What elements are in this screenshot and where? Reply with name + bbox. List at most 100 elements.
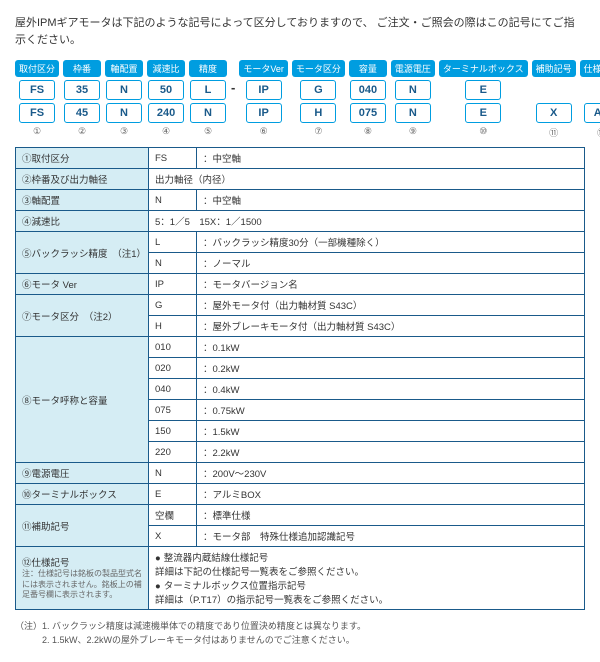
code-builder: 取付区分FSFS①枠番3545②軸配置NN③減速比50240④精度LN⑤-モータ… <box>15 60 585 139</box>
code-cell: N <box>395 80 431 100</box>
code-header: 減速比 <box>147 60 185 77</box>
code-index: ③ <box>120 126 128 137</box>
code-cell: 040 <box>350 80 386 100</box>
code-index: ① <box>33 126 41 137</box>
spec-desc: ：アルミBOX <box>197 484 585 505</box>
spec-code: N <box>149 190 197 211</box>
spec-code: 220 <box>149 442 197 463</box>
code-cell: E <box>465 103 501 123</box>
spec-code: E <box>149 484 197 505</box>
code-cell: FS <box>19 80 55 100</box>
spec-code: 150 <box>149 421 197 442</box>
code-header: 軸配置 <box>105 60 143 77</box>
spec-desc: ：0.2kW <box>197 358 585 379</box>
spec-desc: ：バックラッシ精度30分（一部機種除く） <box>197 232 585 253</box>
code-header: 補助記号 <box>532 60 576 77</box>
code-index: ⑦ <box>314 126 322 137</box>
spec-table: ①取付区分FS：中空軸②枠番及び出力軸径出力軸径（内径）③軸配置N：中空軸④減速… <box>15 147 585 610</box>
code-cell: G <box>300 80 336 100</box>
code-cell: FS <box>19 103 55 123</box>
code-header: 精度 <box>189 60 227 77</box>
spec-code: N <box>149 253 197 274</box>
spec-label: ④減速比 <box>16 211 149 232</box>
code-cell: E <box>465 80 501 100</box>
bullet-item: 整流器内蔵結線仕様記号 詳細は下記の仕様記号一覧表をご参照ください。 <box>155 550 578 578</box>
spec-desc: ：モータバージョン名 <box>197 274 585 295</box>
code-header: ターミナルボックス <box>439 60 528 77</box>
code-column: 容量 040 075 ⑧ <box>349 60 387 137</box>
code-index: ⑧ <box>364 126 372 137</box>
code-column: 補助記号 X ⑪ <box>532 60 576 139</box>
code-cell: N <box>106 80 142 100</box>
spec-desc: ：ノーマル <box>197 253 585 274</box>
code-column: 軸配置 NN ③ <box>105 60 143 137</box>
spec-label: ⑥モータ Ver <box>16 274 149 295</box>
spec-label: ⑦モータ区分 （注2） <box>16 295 149 337</box>
code-column: 精度 LN ⑤ <box>189 60 227 137</box>
code-column: ターミナルボックス EE ⑩ <box>439 60 528 137</box>
code-cell: L <box>190 80 226 100</box>
spec-desc: ：0.1kW <box>197 337 585 358</box>
spec-desc: ：0.4kW <box>197 379 585 400</box>
code-column: 仕様記号 AA⑫ <box>580 60 600 139</box>
code-index: ④ <box>162 126 170 137</box>
spec-desc: ：0.75kW <box>197 400 585 421</box>
spec-code: FS <box>149 148 197 169</box>
code-index: ⑪ <box>549 126 558 139</box>
code-index: ⑩ <box>479 126 487 137</box>
spec-code: X <box>149 526 197 547</box>
spec-code: 010 <box>149 337 197 358</box>
spec-desc: ：屋外ブレーキモータ付（出力軸材質 S43C） <box>197 316 585 337</box>
code-cell: N <box>190 103 226 123</box>
spec-code: G <box>149 295 197 316</box>
bullet-item: ターミナルボックス位置指示記号 詳細は（P.T17）の指示記号一覧表をご参照くだ… <box>155 578 578 606</box>
spec-code: IP <box>149 274 197 295</box>
spec-desc: ：中空軸 <box>197 148 585 169</box>
spec-desc: ：モータ部 特殊仕様追加認識記号 <box>197 526 585 547</box>
spec-desc: ：1.5kW <box>197 421 585 442</box>
spec-label: ⑩ターミナルボックス <box>16 484 149 505</box>
spec-code: H <box>149 316 197 337</box>
code-cell: X <box>536 103 572 123</box>
spec-code: 020 <box>149 358 197 379</box>
code-index: ⑨ <box>409 126 417 137</box>
code-header: 枠番 <box>63 60 101 77</box>
spec-label: ⑪補助記号 <box>16 505 149 547</box>
spec-desc: ：200V～230V <box>197 463 585 484</box>
spec-label: ⑧モータ呼称と容量 <box>16 337 149 463</box>
code-column: 減速比 50 240 ④ <box>147 60 185 137</box>
code-index: ⑤ <box>204 126 212 137</box>
code-header: 取付区分 <box>15 60 59 77</box>
code-header: 容量 <box>349 60 387 77</box>
spec-desc: ：標準仕様 <box>197 505 585 526</box>
code-cell: H <box>300 103 336 123</box>
spec-desc: 出力軸径（内径） <box>149 169 585 190</box>
footnotes: （注）1. バックラッシ精度は減速機単体での精度であり位置決め精度とは異なります… <box>15 620 585 647</box>
code-cell: N <box>106 103 142 123</box>
footnote-line: 2. 1.5kW、2.2kWの屋外ブレーキモータ付はありませんのでご注意ください… <box>15 634 585 648</box>
spec-code: 空欄 <box>149 505 197 526</box>
footnote-line: （注）1. バックラッシ精度は減速機単体での精度であり位置決め精度とは異なります… <box>15 620 585 634</box>
spec-label: ②枠番及び出力軸径 <box>16 169 149 190</box>
spec-desc: 5：1／5 15X：1／1500 <box>149 211 585 232</box>
spec-label: ①取付区分 <box>16 148 149 169</box>
code-header: 仕様記号 <box>580 60 600 77</box>
spec-desc: ：中空軸 <box>197 190 585 211</box>
code-cell: 075 <box>350 103 386 123</box>
spec-code: 075 <box>149 400 197 421</box>
spec-bullets: 整流器内蔵結線仕様記号 詳細は下記の仕様記号一覧表をご参照ください。ターミナルボ… <box>149 547 585 610</box>
code-header: モータVer <box>239 60 288 77</box>
code-cell: 240 <box>148 103 184 123</box>
code-cell: 50 <box>148 80 184 100</box>
code-column: 取付区分 FS FS ① <box>15 60 59 137</box>
spec-label: ⑫仕様記号注：仕様記号は銘板の製品型式名には表示されません。銘板上の補足番号欄に… <box>16 547 149 610</box>
code-column: モータVerIPIP⑥ <box>239 60 288 137</box>
spec-code: 040 <box>149 379 197 400</box>
code-column: モータ区分GH⑦ <box>292 60 345 137</box>
code-cell: AA <box>584 103 600 123</box>
code-cell: 35 <box>64 80 100 100</box>
spec-code: N <box>149 463 197 484</box>
spec-note: 注：仕様記号は銘板の製品型式名には表示されません。銘板上の補足番号欄に表示されま… <box>22 569 142 600</box>
code-column: 枠番3545② <box>63 60 101 137</box>
separator: - <box>231 60 235 95</box>
